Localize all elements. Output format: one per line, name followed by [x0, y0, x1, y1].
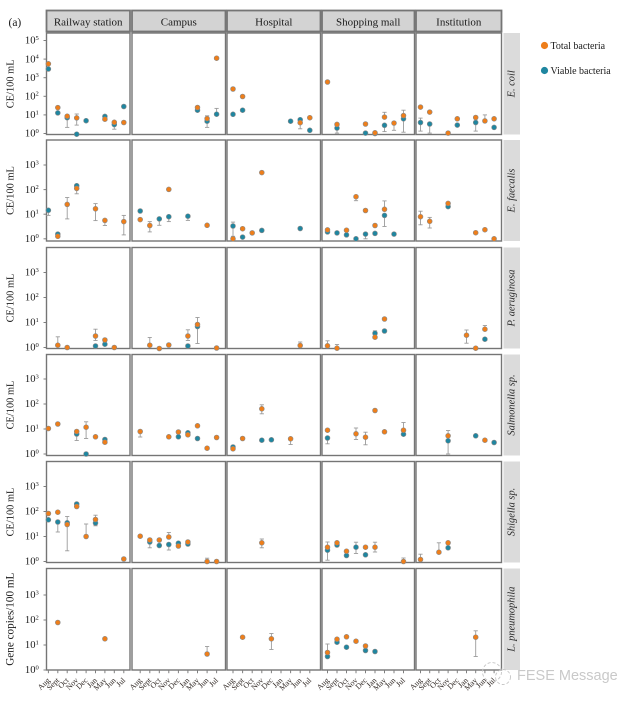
svg-text:100: 100 [25, 128, 40, 140]
svg-text:100: 100 [25, 233, 40, 245]
svg-text:103: 103 [25, 72, 40, 84]
svg-text:100: 100 [25, 342, 40, 354]
svg-text:103: 103 [25, 589, 40, 601]
svg-text:Total bacteria: Total bacteria [551, 41, 606, 52]
svg-text:FESE Message: FESE Message [517, 668, 618, 684]
svg-text:102: 102 [25, 614, 39, 626]
svg-text:(a): (a) [9, 17, 22, 29]
svg-text:101: 101 [25, 109, 39, 121]
svg-text:Campus: Campus [161, 16, 197, 28]
svg-text:101: 101 [25, 209, 39, 221]
svg-text:CE/100 mL: CE/100 mL [6, 381, 17, 430]
svg-text:103: 103 [25, 481, 40, 493]
svg-text:P. aeruginosa: P. aeruginosa [507, 270, 518, 328]
svg-text:Hospital: Hospital [255, 16, 292, 28]
svg-text:101: 101 [25, 639, 39, 651]
svg-text:101: 101 [25, 423, 39, 435]
svg-text:102: 102 [25, 292, 39, 304]
svg-text:Shigella sp.: Shigella sp. [507, 488, 518, 537]
svg-text:103: 103 [25, 267, 40, 279]
svg-text:100: 100 [25, 664, 40, 676]
svg-text:104: 104 [25, 54, 40, 66]
svg-text:103: 103 [25, 373, 40, 385]
svg-text:102: 102 [25, 184, 39, 196]
svg-text:Shopping mall: Shopping mall [336, 16, 400, 28]
svg-text:102: 102 [25, 398, 39, 410]
svg-text:100: 100 [25, 448, 40, 460]
svg-text:CE/100 mL: CE/100 mL [6, 59, 17, 108]
svg-text:Institution: Institution [436, 16, 482, 28]
svg-text:Railway station: Railway station [54, 16, 123, 28]
svg-text:Gene copies/100 mL: Gene copies/100 mL [5, 572, 17, 665]
svg-text:103: 103 [25, 159, 40, 171]
svg-text:102: 102 [25, 506, 39, 518]
svg-text:E. faecalis: E. faecalis [507, 169, 518, 214]
svg-text:CE/100 mL: CE/100 mL [6, 488, 17, 537]
svg-text:101: 101 [25, 317, 39, 329]
svg-text:L. pneumophila: L. pneumophila [507, 587, 518, 653]
svg-text:CE/100 mL: CE/100 mL [6, 166, 17, 215]
svg-text:E. coil: E. coil [507, 70, 518, 98]
svg-text:101: 101 [25, 531, 39, 543]
svg-text:102: 102 [25, 91, 39, 103]
svg-text:Salmonella sp.: Salmonella sp. [507, 374, 518, 435]
svg-text:100: 100 [25, 556, 40, 568]
svg-text:CE/100 mL: CE/100 mL [6, 274, 17, 323]
svg-text:105: 105 [25, 35, 40, 47]
svg-text:Viable bacteria: Viable bacteria [551, 66, 612, 77]
